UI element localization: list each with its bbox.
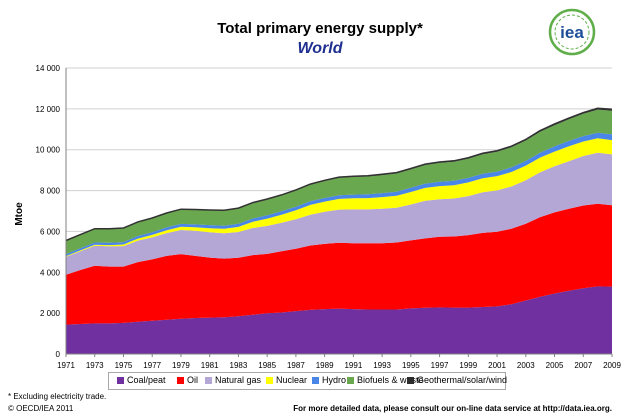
y-tick-label: 0 bbox=[56, 350, 61, 359]
legend-item: Biofuels & waste bbox=[347, 375, 424, 385]
legend-swatch bbox=[266, 377, 273, 384]
x-tick-label: 1985 bbox=[258, 361, 276, 370]
x-tick-label: 1987 bbox=[287, 361, 305, 370]
x-tick-labels: 1971 1973 1975 1977 1979 1981 1983 1985 1987 1989… bbox=[57, 354, 621, 370]
legend-swatch bbox=[347, 377, 354, 384]
legend-label: Coal/peat bbox=[127, 375, 166, 385]
x-tick-label: 1981 bbox=[201, 361, 219, 370]
x-tick-label: 1997 bbox=[431, 361, 449, 370]
x-tick-label: 2003 bbox=[517, 361, 535, 370]
x-tick-label: 2009 bbox=[603, 361, 621, 370]
legend-label: Biofuels & waste bbox=[357, 375, 424, 385]
copyright: © OECD/IEA 2011 bbox=[8, 404, 74, 413]
y-tick-label: 6 000 bbox=[40, 227, 61, 236]
iea-logo: iea bbox=[548, 8, 596, 56]
x-tick-label: 1975 bbox=[115, 361, 133, 370]
legend-swatch bbox=[177, 377, 184, 384]
area-natural-gas bbox=[66, 152, 612, 275]
legend-label: Hydro bbox=[322, 375, 347, 385]
area-series-group bbox=[65, 107, 613, 354]
x-tick-label: 1993 bbox=[373, 361, 391, 370]
legend-label: Geothermal/solar/wind bbox=[417, 375, 508, 385]
x-tick-label: 1983 bbox=[230, 361, 248, 370]
legend-swatch bbox=[407, 377, 414, 384]
legend-item: Hydro bbox=[312, 375, 346, 385]
legend-swatch bbox=[312, 377, 319, 384]
legend-swatch bbox=[205, 377, 212, 384]
source-note: For more detailed data, please consult o… bbox=[293, 404, 612, 413]
legend-label: Natural gas bbox=[215, 375, 262, 385]
legend: Coal/peat Oil Natural gas Nuclear Hydro Biofu… bbox=[108, 372, 507, 390]
total-outline bbox=[65, 107, 613, 242]
legend-item: Oil bbox=[177, 375, 198, 385]
area-biofuels-waste bbox=[66, 109, 612, 255]
x-tick-label: 1991 bbox=[344, 361, 362, 370]
x-tick-label: 2001 bbox=[488, 361, 506, 370]
legend-label: Oil bbox=[187, 375, 198, 385]
legend-item: Nuclear bbox=[266, 375, 307, 385]
x-tick-label: 1971 bbox=[57, 361, 75, 370]
chart-title: Total primary energy supply* bbox=[217, 20, 423, 37]
x-tick-label: 1989 bbox=[316, 361, 334, 370]
y-tick-label: 12 000 bbox=[36, 105, 61, 114]
y-tick-label: 4 000 bbox=[40, 268, 61, 277]
x-tick-label: 1979 bbox=[172, 361, 190, 370]
legend-item: Geothermal/solar/wind bbox=[407, 375, 507, 385]
footnote: * Excluding electricity trade. bbox=[8, 392, 107, 401]
x-tick-label: 2005 bbox=[546, 361, 564, 370]
legend-item: Natural gas bbox=[205, 375, 261, 385]
area-hydro bbox=[66, 132, 612, 257]
y-tick-label: 14 000 bbox=[36, 64, 61, 73]
chart-subtitle: World bbox=[297, 40, 343, 57]
y-axis-label: Mtoe bbox=[14, 202, 25, 226]
area-coal-peat bbox=[66, 286, 612, 354]
x-tick-label: 1973 bbox=[86, 361, 104, 370]
x-tick-label: 1999 bbox=[459, 361, 477, 370]
x-tick-label: 2007 bbox=[574, 361, 592, 370]
svg-text:iea: iea bbox=[560, 23, 584, 42]
legend-item: Coal/peat bbox=[117, 375, 166, 385]
y-tick-label: 10 000 bbox=[36, 146, 61, 155]
y-tick-label: 8 000 bbox=[40, 187, 61, 196]
x-tick-label: 1995 bbox=[402, 361, 420, 370]
y-tick-label: 2 000 bbox=[40, 309, 61, 318]
legend-swatch bbox=[117, 377, 124, 384]
y-tick-labels: 0 2 000 4 000 6 000 8 000 10 000 12 000 14 000 bbox=[36, 64, 61, 359]
x-tick-label: 1977 bbox=[143, 361, 161, 370]
area-nuclear bbox=[66, 138, 612, 257]
legend-label: Nuclear bbox=[276, 375, 308, 385]
axes bbox=[65, 68, 612, 355]
